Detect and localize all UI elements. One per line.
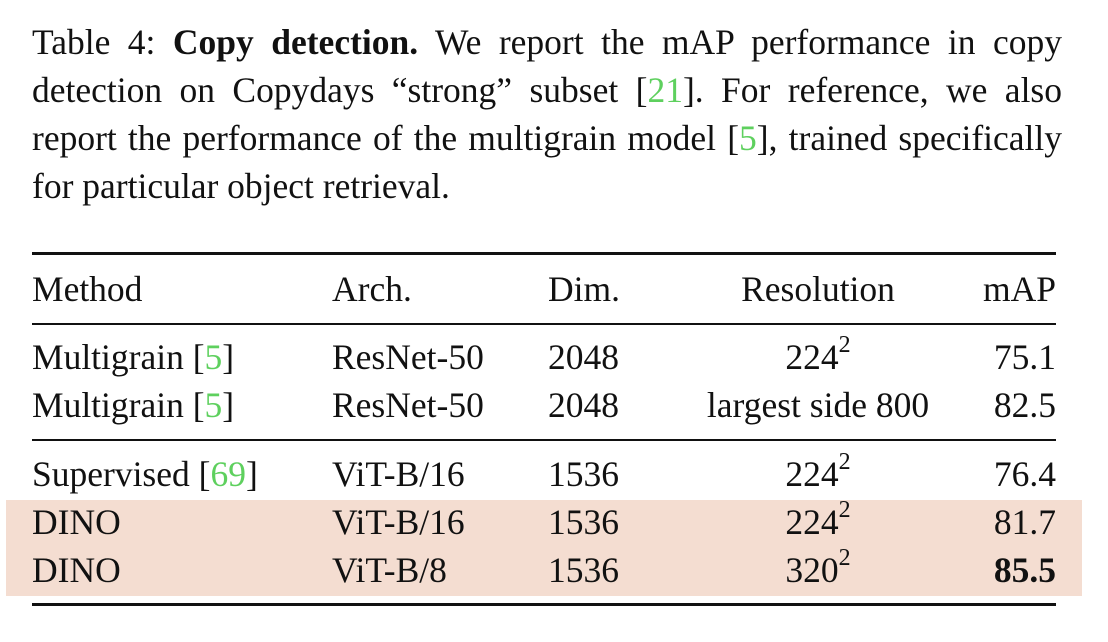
row-citation[interactable]: 5	[204, 337, 223, 377]
row-dim: 1536	[548, 454, 619, 494]
row-resolution: 2242	[785, 497, 851, 542]
table-row: Multigrain [5] ResNet-50 2048 2242 75.1	[32, 332, 1056, 380]
table-header-row: Method Arch. Dim. Resolution mAP	[32, 266, 1056, 312]
row-resolution: 2242	[785, 449, 851, 494]
table-top-rule	[32, 252, 1056, 255]
header-arch: Arch.	[332, 269, 412, 309]
caption-citation-1[interactable]: 21	[647, 70, 683, 110]
caption-title: Copy detection.	[172, 22, 419, 62]
row-arch: ViT-B/16	[332, 502, 465, 542]
caption-text-1: We report the mAP performance in copy de…	[32, 22, 1062, 110]
row-resolution: 2242	[785, 332, 851, 377]
dino-highlight	[6, 500, 1082, 596]
header-map: mAP	[983, 269, 1056, 309]
row-dim: 2048	[548, 337, 619, 377]
table-row: DINO ViT-B/16 1536 2242 81.7	[32, 497, 1056, 545]
row-resolution: 3202	[785, 545, 851, 590]
header-dim: Dim.	[548, 269, 620, 309]
row-arch: ResNet-50	[332, 337, 484, 377]
row-arch: ViT-B/8	[332, 550, 447, 590]
row-method: Multigrain [5]	[32, 337, 235, 377]
caption-label: Table 4:	[32, 22, 156, 62]
table-row: DINO ViT-B/8 1536 3202 85.5	[32, 545, 1056, 593]
row-resolution: largest side 800	[706, 385, 930, 425]
row-method: DINO	[32, 502, 121, 542]
table-caption: Table 4: Copy detection. We report the m…	[32, 18, 1062, 210]
row-method: Multigrain [5]	[32, 385, 235, 425]
row-map: 75.1	[993, 337, 1056, 377]
row-arch: ViT-B/16	[332, 454, 465, 494]
row-dim: 1536	[548, 502, 619, 542]
row-map: 82.5	[993, 385, 1056, 425]
row-map-best: 85.5	[993, 550, 1056, 590]
header-rule	[32, 323, 1056, 325]
row-arch: ResNet-50	[332, 385, 484, 425]
table-row: Supervised [69] ViT-B/16 1536 2242 76.4	[32, 449, 1056, 497]
row-map: 81.7	[993, 502, 1056, 542]
row-method: Supervised [69]	[32, 454, 258, 494]
row-map: 76.4	[993, 454, 1056, 494]
caption-text-2: ]. For reference, we also report the per…	[32, 70, 1062, 158]
table-bottom-rule	[32, 603, 1056, 606]
header-resolution: Resolution	[741, 269, 895, 309]
row-method: DINO	[32, 550, 121, 590]
row-citation[interactable]: 69	[210, 454, 246, 494]
caption-text-3: ], trained specifically for particular o…	[32, 118, 1063, 206]
group-rule	[32, 439, 1056, 441]
row-citation[interactable]: 5	[204, 385, 223, 425]
row-dim: 2048	[548, 385, 619, 425]
row-dim: 1536	[548, 550, 619, 590]
caption-citation-2[interactable]: 5	[739, 118, 757, 158]
header-method: Method	[32, 269, 143, 309]
table-row: Multigrain [5] ResNet-50 2048 largest si…	[32, 382, 1056, 428]
